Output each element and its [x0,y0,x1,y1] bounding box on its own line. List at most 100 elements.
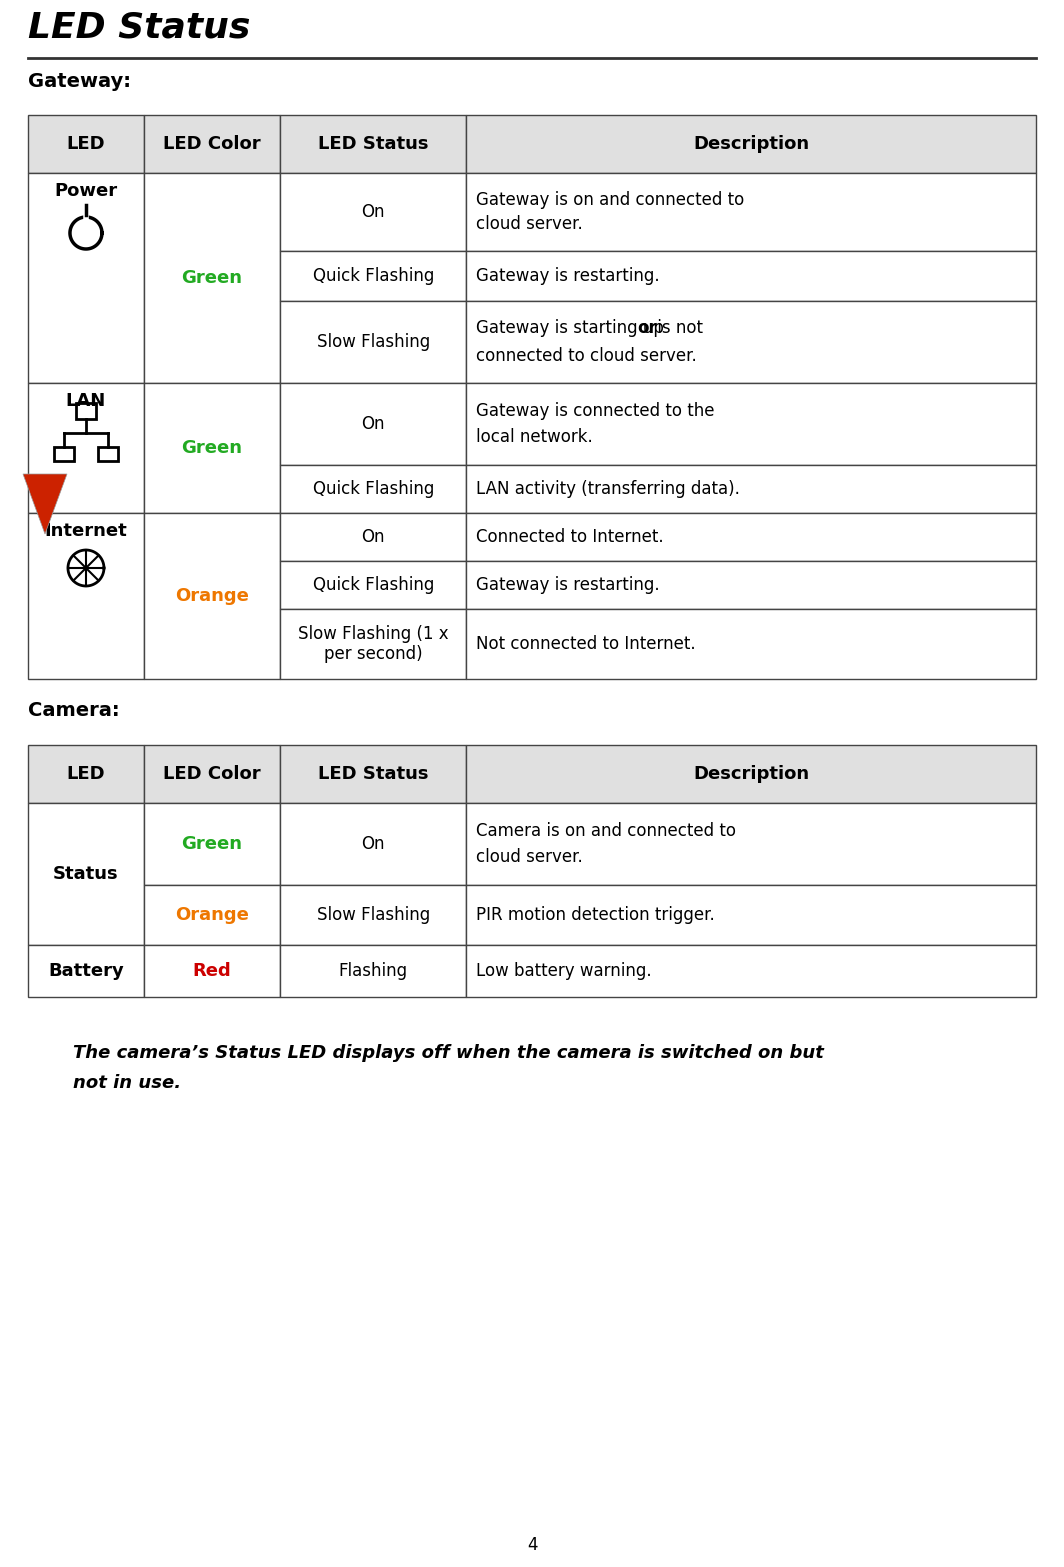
Bar [466,465,1036,512]
Text: Orange: Orange [174,588,249,605]
Text: LED Color: LED Color [163,135,261,154]
Bar [466,802,1036,885]
Bar [466,512,1036,561]
Text: On: On [362,204,385,221]
Bar [280,885,466,945]
Bar [144,744,280,802]
Text: cloud server.: cloud server. [477,216,583,233]
Text: Green: Green [182,439,243,458]
Text: Low battery warning.: Low battery warning. [477,962,652,979]
Text: LAN: LAN [66,392,106,411]
Bar [466,251,1036,301]
Bar [280,172,466,251]
Bar [466,172,1036,251]
Text: Quick Flashing: Quick Flashing [313,266,434,285]
Bar [466,945,1036,997]
Bar [28,802,144,945]
Text: Power: Power [54,182,117,201]
Text: Quick Flashing: Quick Flashing [313,480,434,498]
Text: Description: Description [693,135,810,154]
Text: Camera is on and connected to: Camera is on and connected to [477,821,736,840]
Bar [466,382,1036,465]
Bar [280,512,466,561]
Text: Not connected to Internet.: Not connected to Internet. [477,635,696,653]
Text: not in use.: not in use. [73,1073,181,1092]
Bar [144,114,280,172]
Bar [28,114,144,172]
Text: per second): per second) [323,644,422,663]
Bar [466,744,1036,802]
Bar [54,447,74,461]
Text: LED: LED [67,765,105,784]
Bar [144,945,280,997]
Text: Green: Green [182,270,243,287]
Bar [144,885,280,945]
Bar [144,172,280,382]
Bar [144,382,280,512]
Text: Gateway is connected to the: Gateway is connected to the [477,401,715,420]
Bar [466,561,1036,610]
Text: LED Status: LED Status [318,765,429,784]
Text: LED: LED [67,135,105,154]
Text: connected to cloud server.: connected to cloud server. [477,346,697,365]
Bar [280,251,466,301]
Bar [144,512,280,679]
Text: Status: Status [53,865,119,882]
Bar [98,447,118,461]
Text: Flashing: Flashing [338,962,408,979]
Bar [466,301,1036,382]
Bar [280,610,466,679]
Bar [28,382,144,512]
Text: is not: is not [652,320,703,337]
Text: Gateway is on and connected to: Gateway is on and connected to [477,191,745,208]
Bar [280,744,466,802]
Text: Description: Description [693,765,810,784]
Text: Orange: Orange [174,906,249,925]
Bar [28,945,144,997]
Text: Internet: Internet [45,522,128,541]
Text: Gateway is restarting.: Gateway is restarting. [477,577,660,594]
Text: Gateway:: Gateway: [28,72,131,91]
Text: Red: Red [193,962,231,979]
Bar [466,114,1036,172]
Bar [280,301,466,382]
Text: Slow Flashing (1 x: Slow Flashing (1 x [298,625,449,642]
Text: On: On [362,528,385,545]
Bar [76,403,96,418]
Bar [466,610,1036,679]
Polygon shape [23,473,67,534]
Text: LED Status: LED Status [318,135,429,154]
Text: Camera:: Camera: [28,700,119,719]
Text: LAN activity (transferring data).: LAN activity (transferring data). [477,480,741,498]
Text: Connected to Internet.: Connected to Internet. [477,528,664,545]
Text: Gateway is restarting.: Gateway is restarting. [477,266,660,285]
Text: Battery: Battery [48,962,123,979]
Bar [280,802,466,885]
Bar [280,114,466,172]
Text: On: On [362,835,385,852]
Bar [144,802,280,885]
Text: !: ! [40,1062,50,1083]
Text: 4: 4 [527,1536,537,1554]
Bar [280,561,466,610]
Bar [280,465,466,512]
Text: Green: Green [182,835,243,852]
Bar [280,945,466,997]
Text: Slow Flashing: Slow Flashing [317,906,430,925]
Bar [28,172,144,382]
Bar [28,512,144,679]
Text: PIR motion detection trigger.: PIR motion detection trigger. [477,906,715,925]
Bar [466,885,1036,945]
Text: or: or [637,320,658,337]
Text: Slow Flashing: Slow Flashing [317,334,430,351]
Text: cloud server.: cloud server. [477,848,583,867]
Bar [280,382,466,465]
Text: LED Color: LED Color [163,765,261,784]
Text: The camera’s Status LED displays off when the camera is switched on but: The camera’s Status LED displays off whe… [73,1044,824,1062]
Bar [28,744,144,802]
Text: local network.: local network. [477,428,594,447]
Text: On: On [362,415,385,432]
Text: Quick Flashing: Quick Flashing [313,577,434,594]
Text: LED Status: LED Status [28,9,250,44]
Text: Gateway is starting up: Gateway is starting up [477,320,669,337]
